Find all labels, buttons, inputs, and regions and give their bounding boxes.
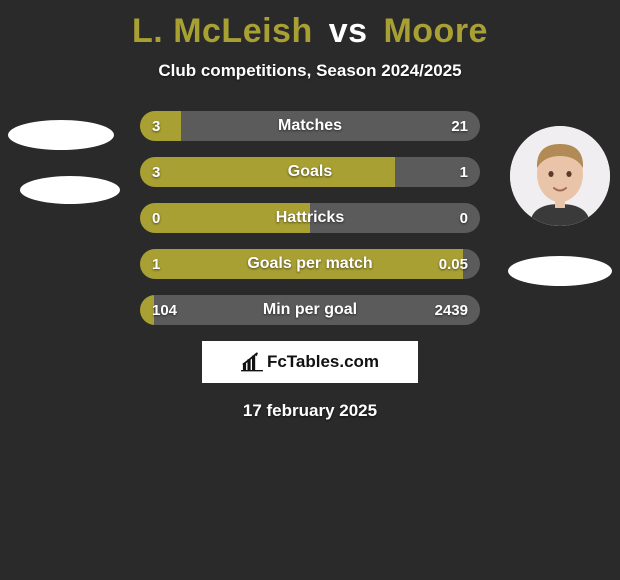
date-text: 17 february 2025: [0, 401, 620, 421]
bar-right: [181, 111, 480, 141]
avatar-face-icon: [510, 126, 610, 226]
page-title: L. McLeish vs Moore: [0, 0, 620, 51]
stats-rows: 321Matches 31Goals 00Hattricks 10.05Goals p…: [140, 111, 480, 325]
logo-text: FcTables.com: [267, 352, 379, 372]
bar-left: [140, 203, 310, 233]
stat-row: 321Matches: [140, 111, 480, 141]
left-oval-1: [8, 120, 114, 150]
bar-right: [395, 157, 480, 187]
left-oval-2: [20, 176, 120, 204]
player1-name: L. McLeish: [132, 12, 313, 50]
player2-avatar: [510, 126, 610, 226]
logo-box: FcTables.com: [202, 341, 418, 383]
bar-right: [310, 203, 480, 233]
stat-row: 31Goals: [140, 157, 480, 187]
stat-row: 10.05Goals per match: [140, 249, 480, 279]
stat-row: 1042439Min per goal: [140, 295, 480, 325]
bar-right: [463, 249, 480, 279]
bar-left: [140, 249, 463, 279]
bar-chart-icon: [241, 352, 263, 372]
vs-text: vs: [329, 12, 368, 50]
bar-left: [140, 111, 181, 141]
player2-name: Moore: [383, 12, 488, 50]
bar-left: [140, 295, 154, 325]
bar-left: [140, 157, 395, 187]
bar-right: [154, 295, 480, 325]
right-oval: [508, 256, 612, 286]
stat-row: 00Hattricks: [140, 203, 480, 233]
subtitle: Club competitions, Season 2024/2025: [0, 61, 620, 81]
